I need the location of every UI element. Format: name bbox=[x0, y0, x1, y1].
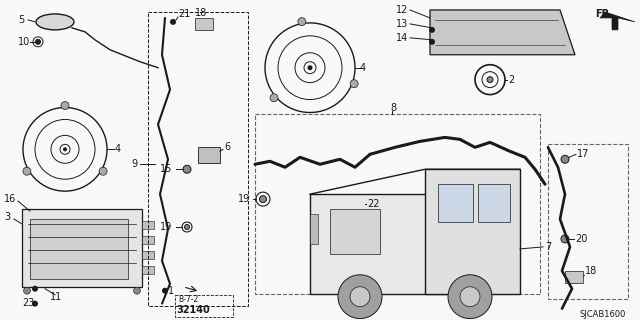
Circle shape bbox=[298, 18, 306, 26]
Text: SJCAB1600: SJCAB1600 bbox=[580, 310, 627, 319]
Circle shape bbox=[561, 155, 569, 163]
Bar bbox=[22, 209, 142, 287]
Circle shape bbox=[350, 80, 358, 88]
Bar bbox=[565, 271, 583, 283]
Circle shape bbox=[338, 275, 382, 319]
Circle shape bbox=[487, 77, 493, 83]
Text: 23: 23 bbox=[22, 298, 35, 308]
Bar bbox=[30, 219, 128, 279]
Text: 2: 2 bbox=[508, 75, 515, 85]
Text: 32140: 32140 bbox=[176, 305, 210, 315]
Text: 16: 16 bbox=[4, 194, 16, 204]
Circle shape bbox=[429, 27, 435, 33]
Circle shape bbox=[99, 167, 107, 175]
Ellipse shape bbox=[36, 14, 74, 30]
Circle shape bbox=[259, 196, 266, 203]
Circle shape bbox=[24, 287, 31, 294]
Text: 6: 6 bbox=[224, 142, 230, 152]
Bar bbox=[478, 184, 510, 222]
Circle shape bbox=[35, 39, 40, 44]
Text: 8: 8 bbox=[390, 102, 396, 113]
Text: 3: 3 bbox=[4, 212, 10, 222]
Text: 12: 12 bbox=[396, 5, 408, 15]
Text: 9: 9 bbox=[131, 159, 137, 169]
Bar bbox=[175, 295, 233, 316]
Circle shape bbox=[61, 101, 69, 109]
Bar bbox=[198, 147, 220, 163]
Bar bbox=[142, 221, 154, 229]
Text: 20: 20 bbox=[575, 234, 588, 244]
Circle shape bbox=[350, 287, 370, 307]
Text: 21: 21 bbox=[178, 9, 190, 19]
Text: 5: 5 bbox=[18, 15, 24, 25]
Bar bbox=[148, 12, 248, 306]
Circle shape bbox=[429, 39, 435, 45]
Circle shape bbox=[355, 199, 365, 209]
Text: 19: 19 bbox=[237, 194, 250, 204]
Bar bbox=[330, 209, 380, 254]
Circle shape bbox=[184, 225, 189, 229]
Bar bbox=[255, 115, 540, 294]
Polygon shape bbox=[430, 10, 575, 55]
Text: 10: 10 bbox=[18, 37, 30, 47]
Text: B-7-2: B-7-2 bbox=[178, 295, 198, 304]
Circle shape bbox=[32, 301, 38, 307]
Circle shape bbox=[460, 287, 480, 307]
Text: 4: 4 bbox=[115, 144, 121, 154]
Circle shape bbox=[32, 286, 38, 292]
Text: 7: 7 bbox=[545, 242, 551, 252]
Text: 18: 18 bbox=[585, 266, 597, 276]
Circle shape bbox=[561, 235, 569, 243]
Text: 1: 1 bbox=[168, 286, 174, 296]
Polygon shape bbox=[600, 12, 635, 30]
Text: 15: 15 bbox=[159, 164, 172, 174]
Circle shape bbox=[134, 287, 141, 294]
Circle shape bbox=[183, 165, 191, 173]
Circle shape bbox=[170, 19, 176, 25]
Circle shape bbox=[162, 288, 168, 294]
Bar bbox=[195, 18, 213, 30]
Bar bbox=[310, 194, 470, 294]
Bar bbox=[142, 266, 154, 274]
Circle shape bbox=[23, 167, 31, 175]
Bar bbox=[142, 236, 154, 244]
Text: 19: 19 bbox=[160, 222, 172, 232]
Text: 13: 13 bbox=[396, 19, 408, 29]
Text: 4: 4 bbox=[360, 63, 366, 73]
Text: 22: 22 bbox=[367, 199, 380, 209]
Text: 18: 18 bbox=[195, 8, 207, 18]
Bar bbox=[425, 169, 520, 294]
Text: 14: 14 bbox=[396, 33, 408, 43]
Bar bbox=[438, 184, 473, 222]
Circle shape bbox=[307, 65, 312, 70]
Text: 11: 11 bbox=[50, 292, 62, 302]
Bar bbox=[310, 214, 318, 244]
Circle shape bbox=[270, 94, 278, 102]
Circle shape bbox=[448, 275, 492, 319]
Text: 17: 17 bbox=[577, 149, 589, 159]
Bar bbox=[548, 144, 628, 299]
Bar bbox=[142, 251, 154, 259]
Circle shape bbox=[63, 147, 67, 151]
Text: FR.: FR. bbox=[595, 9, 613, 19]
